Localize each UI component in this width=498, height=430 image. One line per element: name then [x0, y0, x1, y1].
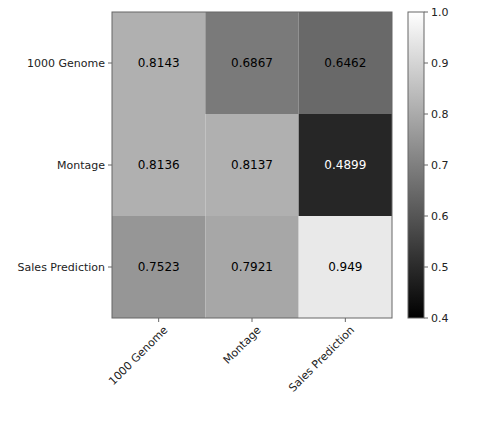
x-tick [158, 318, 159, 322]
column-label: 1000 Genome [106, 323, 170, 387]
colorbar-label: 1.0 [431, 6, 449, 19]
cell-label: 0.4899 [324, 158, 366, 172]
cell-label: 0.6462 [324, 56, 366, 70]
column-label: Montage [221, 323, 264, 366]
cell-label: 0.7523 [138, 260, 180, 274]
colorbar-tick [424, 12, 428, 13]
y-tick [108, 63, 112, 64]
colorbar-label: 0.9 [431, 57, 449, 70]
x-tick [345, 318, 346, 322]
colorbar-label: 0.8 [431, 108, 449, 121]
cell [299, 216, 392, 318]
y-tick [108, 165, 112, 166]
colorbar-tick [424, 318, 428, 319]
column-label: Sales Prediction [286, 324, 357, 395]
colorbar-tick [424, 63, 428, 64]
cell [205, 216, 298, 318]
cell [112, 114, 205, 216]
cells [112, 12, 392, 318]
colorbar-label: 0.4 [431, 312, 449, 325]
colorbar-tick [424, 165, 428, 166]
row-label: Montage [57, 159, 105, 172]
colorbar-label: 0.7 [431, 159, 449, 172]
cell [299, 12, 392, 114]
colorbar-label: 0.6 [431, 210, 449, 223]
cell [205, 12, 298, 114]
x-tick [252, 318, 253, 322]
chart: 0.8143 0.6867 0.6462 0.8136 0.8137 0.4899 0.75… [0, 0, 498, 430]
cell [112, 12, 205, 114]
cell-label: 0.8137 [231, 158, 273, 172]
colorbar [408, 12, 424, 318]
y-tick [108, 267, 112, 268]
cell-label: 0.8136 [138, 158, 180, 172]
cell-label: 0.8143 [138, 56, 180, 70]
colorbar-tick [424, 267, 428, 268]
cell [205, 114, 298, 216]
cell-label: 0.7921 [231, 260, 273, 274]
colorbar-tick [424, 114, 428, 115]
row-label: Sales Prediction [18, 261, 105, 274]
colorbar-tick [424, 216, 428, 217]
cell [299, 114, 392, 216]
cell-label: 0.949 [328, 260, 362, 274]
colorbar-label: 0.5 [431, 261, 449, 274]
cell-label: 0.6867 [231, 56, 273, 70]
cell [112, 216, 205, 318]
row-label: 1000 Genome [27, 57, 105, 70]
plot-frame [112, 12, 392, 318]
